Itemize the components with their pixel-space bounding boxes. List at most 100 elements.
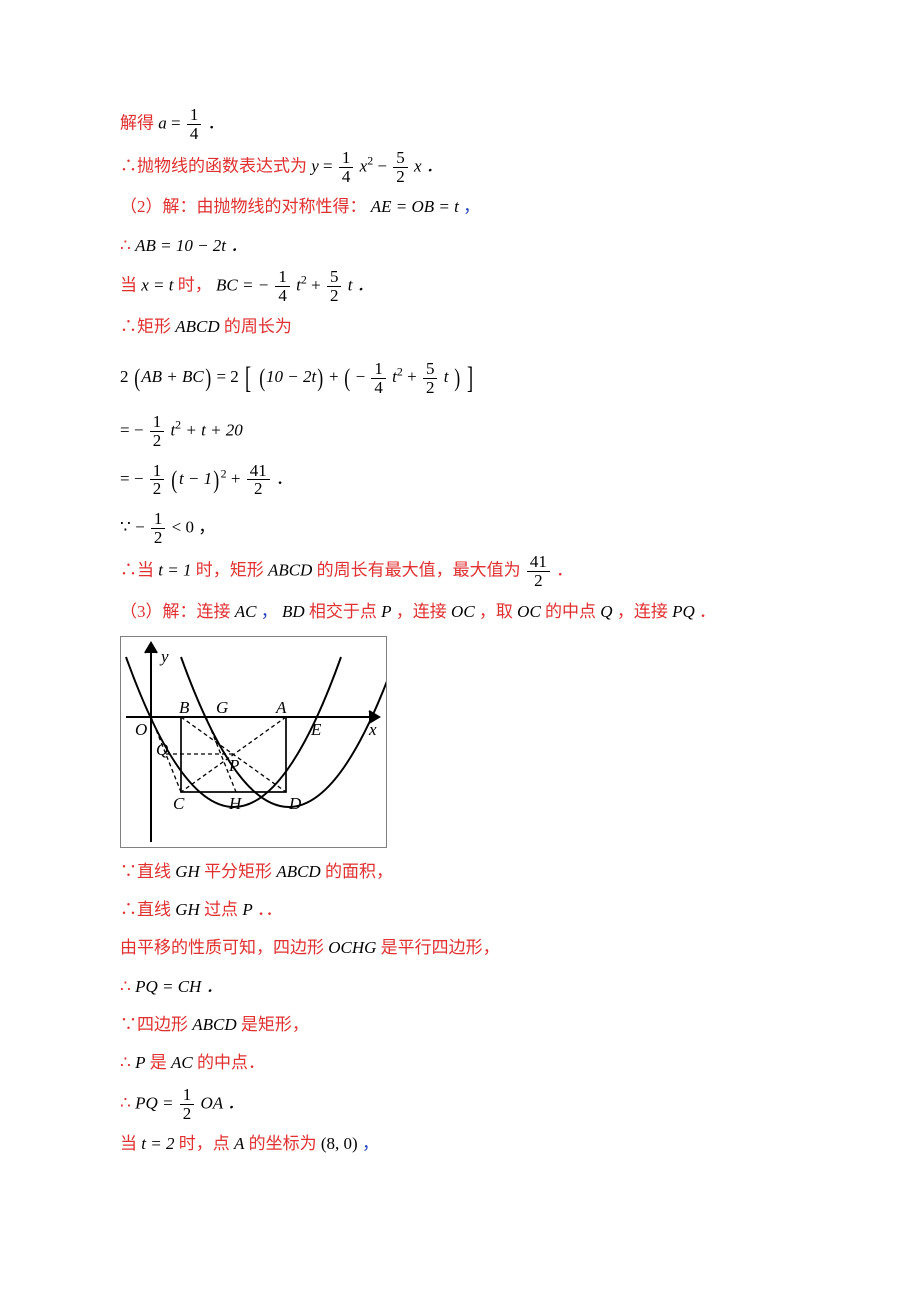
t: OCHG [328,938,376,957]
t: 的中点． [197,1053,265,1072]
line-18: ∴ P 是 AC 的中点． [120,1047,800,1079]
t: − [356,367,366,386]
t: ∴ [120,560,137,579]
t: AB + BC [141,367,203,386]
t: 的中点 [545,602,596,621]
t: + [407,367,417,386]
t: ∴ [120,156,137,175]
line-5: 当 x = t 时， BC = − 14 t2 + 52 t ． [120,268,800,305]
t: t = 2 [141,1134,174,1153]
t: ∴ [120,317,137,336]
svg-text:E: E [310,720,322,739]
t: A [234,1134,244,1153]
line-14: ∴直线 GH 过点 P ．． [120,894,800,926]
t: ，连接 [617,602,668,621]
t: Q [600,602,612,621]
line-11: ∴当 t = 1 时，矩形 ABCD 的周长有最大值，最大值为 412 ． [120,553,800,590]
t: AC [171,1053,193,1072]
line-12: （3）解：连接 AC ， BD 相交于点 P ，连接 OC ，取 OC 的中点 … [120,596,800,628]
t: 时，矩形 [196,560,264,579]
t: ∴ [120,977,131,996]
t: 的坐标为 [249,1134,317,1153]
t: ∴ [120,1093,131,1112]
svg-text:Q: Q [156,740,168,759]
svg-text:O: O [135,720,147,739]
t: = − [120,469,143,488]
svg-text:P: P [228,756,239,775]
t: = − [120,420,143,439]
document-page: 解得 a = 14 ． ∴抛物线的函数表达式为 y = 14 x2 − 52 x… [0,0,920,1302]
t: ， [261,602,278,621]
t: ， [463,197,480,216]
t: OA ． [200,1093,244,1112]
t: 2 [527,572,550,590]
t: ∴ [120,1053,131,1072]
line-7: 2 (AB + BC) = 2 [ (10 − 2t) + ( − 14 t2 … [120,349,800,407]
t: 过点 [204,900,238,919]
t: x ． [414,156,443,175]
t: + [329,367,339,386]
t: 当 [120,275,137,294]
t: ． [208,113,225,132]
svg-text:B: B [179,698,190,717]
t: GH [175,862,200,881]
svg-text:y: y [159,647,169,666]
t: ，连接 [396,602,447,621]
t: 的周长有最大值，最大值为 [317,560,521,579]
t: 1 [151,510,166,529]
line-15: 由平移的性质可知，四边形 OCHG 是平行四边形， [120,932,800,964]
svg-text:C: C [173,794,185,813]
t: 1 [150,462,165,481]
t: 当 [120,1134,137,1153]
t: 1 [180,1086,195,1105]
t: 4 [275,287,290,305]
t: GH [175,900,200,919]
t: 1 [339,149,354,168]
t: 抛物线的函数表达式为 [137,156,307,175]
t: ABCD [175,317,219,336]
t: 41 [527,553,550,572]
t: ， [362,1134,379,1153]
t: y [311,156,319,175]
t: 的周长为 [224,317,292,336]
t: 解得 [120,113,154,132]
t: ∵ [120,1015,137,1034]
t: 41 [247,462,270,481]
svg-text:H: H [228,794,243,813]
t: + [311,275,321,294]
t: 平分矩形 [204,862,272,881]
t: OC [451,602,475,621]
svg-text:G: G [216,698,228,717]
t: 8, 0 [327,1134,353,1153]
t: 1 [150,413,165,432]
t: （3）解：连接 [120,602,231,621]
t: 是平行四边形， [381,938,500,957]
t: ∵ − [120,517,145,536]
t: 直线 [137,862,171,881]
t: ． [556,560,573,579]
t: PQ = CH ． [135,977,223,996]
t: t [444,367,449,386]
t: t − 1 [179,469,212,488]
t: 2 [150,432,165,450]
t: AC [235,602,257,621]
t: ABCD [268,560,312,579]
line-16: ∴ PQ = CH ． [120,971,800,1003]
line-3: （2）解：由抛物线的对称性得： AE = OB = t ， [120,191,800,223]
t: 2 [120,367,129,386]
t: 1 [187,106,202,125]
t: AE = OB = t [371,197,459,216]
line-4: ∴ AB = 10 − 2t ． [120,230,800,262]
line-20: 当 t = 2 时，点 A 的坐标为 (8, 0) ， [120,1128,800,1160]
t: 直线 [137,900,171,919]
t: 矩形 [137,317,171,336]
t: + t + 20 [185,420,242,439]
t: ．． [257,900,283,919]
t: ，取 [479,602,513,621]
t: = 2 [216,367,238,386]
t: 2 [180,1105,195,1123]
line-9: = − 12 (t − 1)2 + 412 ． [120,456,800,504]
t: x = t [141,275,173,294]
t: 时，点 [179,1134,230,1153]
t: AB = 10 − 2t ． [135,236,247,255]
